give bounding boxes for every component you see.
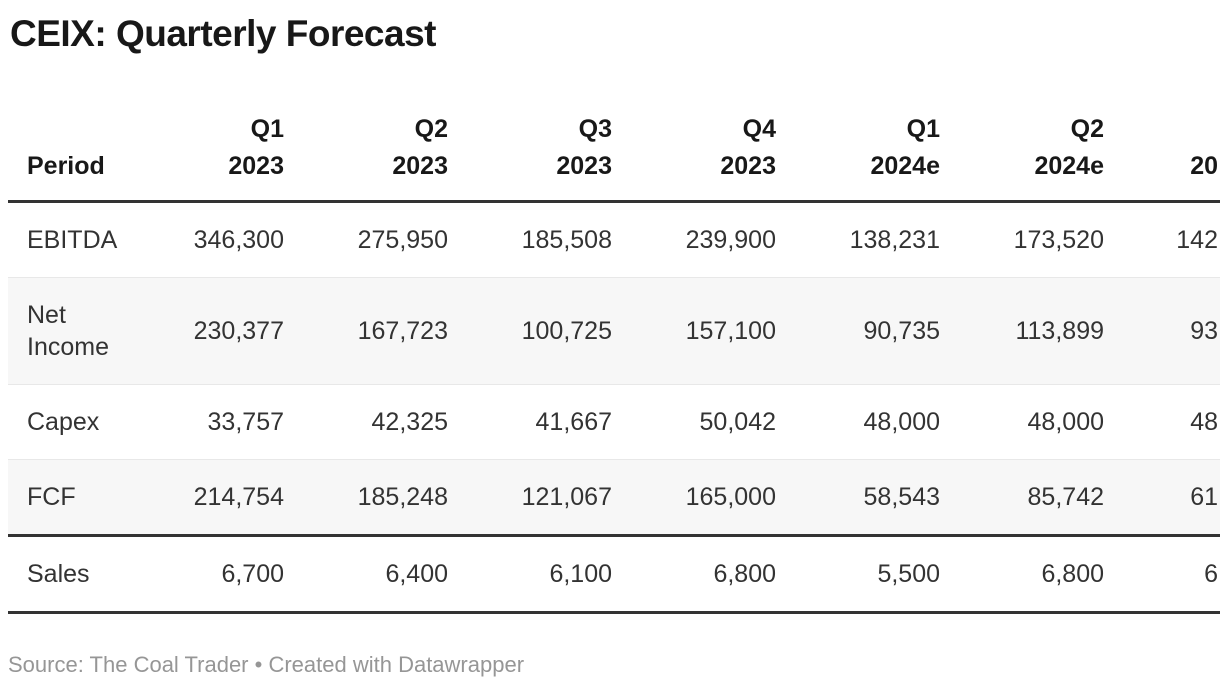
row-label: Sales [8,535,128,614]
column-header-clipped: 20 [1104,56,1220,203]
cell: 6,700 [128,535,284,614]
column-header-q4-2023: Q4 2023 [612,56,776,203]
cell: 113,899 [940,277,1104,385]
cell: 6,800 [612,535,776,614]
cell: 6 [1104,535,1220,614]
row-label: FCF [8,459,128,537]
table-row-ebitda: EBITDA 346,300 275,950 185,508 239,900 138,23… [8,201,1220,278]
cell: 48,000 [776,384,940,460]
table-row-capex: Capex 33,757 42,325 41,667 50,042 48,000 48,00… [8,384,1220,460]
table-viewport: Period Q1 2023 Q2 2023 Q3 2023 Q4 2023 Q1 2024e Q2… [0,56,1220,614]
cell: 100,725 [448,277,612,385]
cell: 346,300 [128,201,284,278]
cell: 214,754 [128,459,284,537]
cell: 41,667 [448,384,612,460]
column-header-q1-2023: Q1 2023 [128,56,284,203]
footer-separator: • [248,652,269,677]
cell: 6,800 [940,535,1104,614]
cell: 90,735 [776,277,940,385]
cell: 275,950 [284,201,448,278]
header-row: Period Q1 2023 Q2 2023 Q3 2023 Q4 2023 Q1 2024e Q2… [8,56,1220,203]
cell: 6,100 [448,535,612,614]
cell: 157,100 [612,277,776,385]
cell: 33,757 [128,384,284,460]
row-label: Net Income [8,277,128,385]
column-header-period: Period [8,56,128,203]
row-label: Capex [8,384,128,460]
chart-title: CEIX: Quarterly Forecast [10,13,436,54]
cell: 138,231 [776,201,940,278]
footer: Source: The Coal Trader • Created with D… [8,652,1220,678]
cell: 121,067 [448,459,612,537]
row-label: EBITDA [8,201,128,278]
cell: 6,400 [284,535,448,614]
cell: 5,500 [776,535,940,614]
table-row-net-income: Net Income 230,377 167,723 100,725 157,100 90… [8,277,1220,385]
cell: 239,900 [612,201,776,278]
cell: 185,508 [448,201,612,278]
table-row-fcf: FCF 214,754 185,248 121,067 165,000 58,543 85,… [8,459,1220,537]
cell: 42,325 [284,384,448,460]
column-header-q3-2023: Q3 2023 [448,56,612,203]
cell: 85,742 [940,459,1104,537]
cell: 185,248 [284,459,448,537]
table-body: EBITDA 346,300 275,950 185,508 239,900 138,23… [8,201,1220,614]
cell: 165,000 [612,459,776,537]
source-prefix-label: Source: [8,652,90,677]
column-header-q2-2024e: Q2 2024e [940,56,1104,203]
cell: 48,000 [940,384,1104,460]
cell: 142 [1104,201,1220,278]
cell: 230,377 [128,277,284,385]
source-link[interactable]: The Coal Trader [89,652,249,677]
cell: 173,520 [940,201,1104,278]
forecast-table: Period Q1 2023 Q2 2023 Q3 2023 Q4 2023 Q1 2024e Q2… [8,56,1220,614]
column-header-q1-2024e: Q1 2024e [776,56,940,203]
cell: 93 [1104,277,1220,385]
cell: 61 [1104,459,1220,537]
datawrapper-attribution-link[interactable]: Created with Datawrapper [268,652,525,677]
cell: 48 [1104,384,1220,460]
cell: 167,723 [284,277,448,385]
column-header-q2-2023: Q2 2023 [284,56,448,203]
cell: 50,042 [612,384,776,460]
table-row-sales: Sales 6,700 6,400 6,100 6,800 5,500 6,800 6 [8,535,1220,614]
cell: 58,543 [776,459,940,537]
